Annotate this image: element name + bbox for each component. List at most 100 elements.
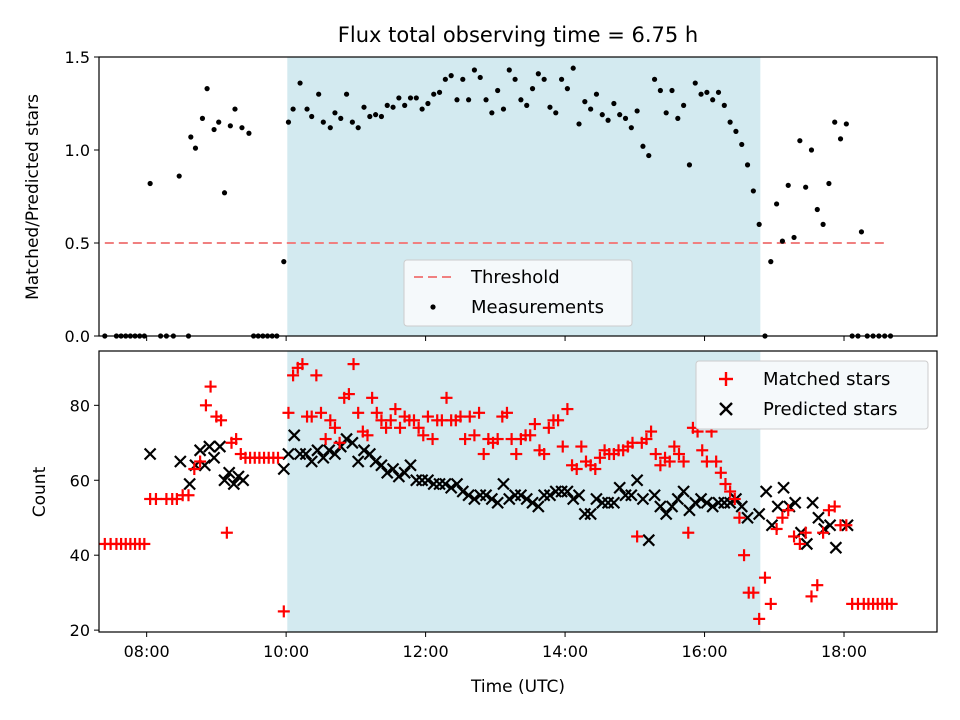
matched-stars-point <box>199 399 212 412</box>
measurement-point <box>343 91 350 97</box>
measurement-point <box>524 102 530 108</box>
predicted-stars-point <box>700 496 714 510</box>
measurement-point <box>686 162 693 168</box>
matched-stars-point <box>271 451 284 464</box>
y-tick-label: 20 <box>70 621 90 640</box>
matched-stars-point <box>561 403 574 416</box>
measurement-point <box>698 91 704 97</box>
measurement-point <box>721 102 727 108</box>
matched-stars-point <box>738 549 751 562</box>
measurement-point <box>425 100 431 107</box>
matched-stars-point <box>380 421 393 434</box>
matched-stars-point <box>672 448 685 461</box>
matched-stars-point <box>361 429 374 442</box>
matched-stars-point <box>714 466 727 479</box>
top-x-ticks <box>146 336 845 341</box>
predicted-stars-point <box>193 444 207 457</box>
legend-measurement-swatch <box>430 304 436 310</box>
measurement-point <box>448 73 454 79</box>
matched-stars-point <box>138 537 151 550</box>
predicted-stars-point <box>561 485 574 498</box>
matched-stars-point <box>230 433 243 446</box>
matched-stars-point <box>440 391 453 404</box>
measurement-point <box>768 259 774 265</box>
predicted-stars-point <box>439 477 452 491</box>
y-tick-label: 1.0 <box>65 141 90 160</box>
matched-stars-point <box>215 414 228 427</box>
measurement-point <box>373 112 379 118</box>
measurement-point <box>483 97 489 103</box>
predicted-stars-point <box>398 466 411 480</box>
measurement-point <box>611 100 617 107</box>
measurement-point <box>832 119 838 125</box>
matched-stars-point <box>421 410 434 423</box>
predicted-stars-point <box>287 429 301 442</box>
x-tick-label: 16:00 <box>681 642 727 661</box>
measurement-point <box>221 190 228 196</box>
measurement-point <box>570 65 576 71</box>
matched-stars-point <box>426 433 439 446</box>
measurement-point <box>669 87 675 94</box>
measurement-point <box>489 110 495 116</box>
matched-stars-point <box>333 436 346 449</box>
matched-stars-point <box>677 455 690 468</box>
measurement-point <box>176 173 182 179</box>
matched-stars-point <box>668 440 681 453</box>
bottom-y-axis-label: Count <box>30 466 50 517</box>
measurement-point <box>402 102 408 108</box>
measurement-point <box>147 180 153 187</box>
measurement-point <box>320 119 326 125</box>
measurement-point <box>657 87 663 94</box>
predicted-stars-point <box>375 458 388 472</box>
legend-measurements-label: Measurements <box>471 297 604 318</box>
measurement-point <box>407 95 414 101</box>
measurement-point <box>309 113 315 120</box>
measurement-point <box>704 89 710 95</box>
measurement-point <box>593 91 600 97</box>
measurement-point <box>582 99 588 105</box>
predicted-stars-point <box>183 477 196 491</box>
predicted-stars-point <box>636 492 650 506</box>
matched-stars-point <box>793 537 806 550</box>
matched-stars-point <box>282 406 295 419</box>
measurement-point <box>316 91 322 97</box>
predicted-stars-points <box>143 429 854 554</box>
legend-predicted-label: Predicted stars <box>763 399 897 420</box>
matched-stars-point <box>640 433 653 446</box>
measurement-point <box>466 97 472 103</box>
measurement-point <box>791 234 797 241</box>
predicted-stars-point <box>282 447 295 461</box>
measurement-point <box>378 113 385 120</box>
predicted-stars-point <box>526 496 539 510</box>
matched-stars-point <box>776 511 789 524</box>
predicted-stars-point <box>788 496 802 510</box>
measurement-point <box>518 97 524 103</box>
matched-stars-point <box>575 440 588 453</box>
measurement-point <box>715 89 722 95</box>
legend-threshold-label: Threshold <box>470 267 560 288</box>
matched-stars-point <box>328 421 341 434</box>
matched-stars-point <box>287 369 300 382</box>
matched-stars-point <box>394 421 407 434</box>
measurement-point <box>547 104 553 110</box>
predicted-stars-point <box>532 500 545 513</box>
matched-stars-point <box>384 414 397 427</box>
matched-stars-point <box>663 455 676 468</box>
measurement-point <box>756 221 762 227</box>
bottom-axes-frame <box>98 350 938 633</box>
predicted-stars-point <box>363 447 377 461</box>
predicted-stars-point <box>380 466 394 480</box>
measurement-point <box>396 95 402 101</box>
measurement-point <box>617 112 623 118</box>
predicted-stars-point <box>572 488 586 502</box>
measurement-point <box>797 138 803 144</box>
measurement-point <box>826 180 832 187</box>
matched-stars-point <box>342 388 355 401</box>
predicted-stars-point <box>328 447 342 461</box>
matched-stars-point <box>724 485 737 498</box>
legend-matched-label: Matched stars <box>763 369 890 390</box>
matched-stars-point <box>747 586 760 599</box>
y-tick-label: 40 <box>70 546 90 565</box>
y-tick-label: 80 <box>70 396 90 415</box>
